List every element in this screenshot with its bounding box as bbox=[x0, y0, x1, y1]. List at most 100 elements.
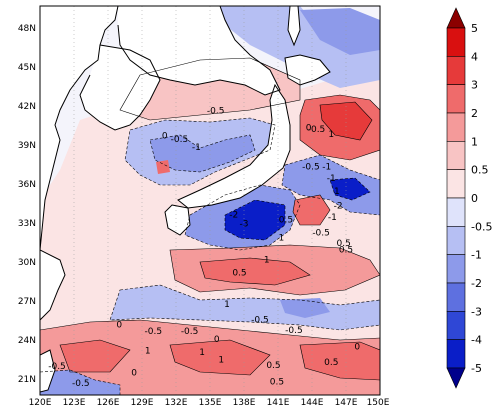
contour-label: 0.5 bbox=[339, 245, 353, 255]
lon-tick: 120E bbox=[29, 398, 52, 408]
region-positive-south-core bbox=[60, 340, 130, 372]
contour-label: 1 bbox=[279, 234, 285, 244]
colorbar-tick-label: -2 bbox=[471, 277, 482, 290]
region-positive-south-core-2 bbox=[170, 340, 270, 375]
colorbar-segment bbox=[446, 169, 466, 199]
contour-label: 0.5 bbox=[279, 216, 293, 226]
land-russia bbox=[118, 6, 280, 95]
region-positive-south-spot bbox=[293, 195, 330, 225]
lat-tick: 45N bbox=[18, 63, 36, 73]
contour-label: 0 bbox=[354, 343, 360, 353]
land-taiwan bbox=[40, 350, 55, 392]
lat-tick: 21N bbox=[18, 375, 36, 385]
colorbar-segment bbox=[446, 141, 466, 170]
contour-label: 0 bbox=[214, 335, 220, 345]
colorbar-segment bbox=[446, 197, 466, 227]
colorbar-tick-label: 0 bbox=[471, 192, 478, 205]
colorbar-tick-label: 0.5 bbox=[471, 164, 489, 177]
contour-label: 1 bbox=[218, 356, 224, 366]
lat-tick: 30N bbox=[18, 258, 36, 268]
lat-tick: 33N bbox=[18, 219, 36, 229]
contour-label: -0.5 bbox=[312, 229, 330, 239]
contour-label: -0.5 bbox=[302, 162, 320, 172]
land-sakhalin bbox=[288, 6, 300, 45]
land-china bbox=[40, 6, 118, 250]
land-japan-kyushu bbox=[165, 205, 190, 235]
region-negative-east bbox=[282, 155, 380, 215]
contour-label: -1 bbox=[322, 162, 331, 172]
region-negative-ne-2 bbox=[300, 8, 380, 55]
colorbar-tick-label: -5 bbox=[471, 362, 482, 375]
contour-label: 0.5 bbox=[270, 378, 284, 388]
contour-labels: -0.5-0.50-1-0.501-0.5 -1-1-21-1-2-3 0.51-0… bbox=[48, 107, 360, 389]
region-positive-central-core bbox=[200, 258, 310, 285]
colorbar-tick-label: -4 bbox=[471, 334, 482, 347]
lon-tick: 141E bbox=[267, 398, 290, 408]
contour-label: 0 bbox=[131, 369, 137, 379]
region-negative-26n-core bbox=[280, 298, 330, 318]
contour-label: -0.5 bbox=[308, 125, 326, 135]
colorbar-segment bbox=[446, 84, 466, 114]
colorbar-segment bbox=[446, 311, 466, 340]
colorbar-tick-label: -1 bbox=[471, 249, 482, 262]
contour-label: 0 bbox=[116, 321, 122, 331]
colorbar-tick-label: 4 bbox=[471, 50, 478, 63]
contour-label: -0.5 bbox=[171, 135, 189, 145]
region-negative-26n bbox=[110, 285, 380, 330]
colorbar: 5 4 3 2 1 0.5 0 -0.5 -1 -2 -3 -4 -5 bbox=[446, 7, 492, 389]
colorbar-tick-label: -0.5 bbox=[471, 220, 492, 233]
lon-tick: 126E bbox=[97, 398, 120, 408]
contour-label: -1 bbox=[328, 213, 337, 223]
region-positive-south-core-3 bbox=[300, 342, 380, 380]
contour-label: 1 bbox=[224, 300, 230, 310]
lon-tick: 135E bbox=[199, 398, 222, 408]
lon-tick: 144E bbox=[301, 398, 324, 408]
latitude-axis: 48N 45N 42N 39N 36N 33N 30N 27N 24N 21N bbox=[18, 24, 36, 385]
colorbar-tick-label: 2 bbox=[471, 107, 478, 120]
contour-label: 1 bbox=[334, 187, 340, 197]
land-china-south bbox=[40, 250, 65, 320]
land-japan-honshu bbox=[178, 85, 290, 208]
colorbar-segment bbox=[446, 339, 466, 369]
contour-label: -0.5 bbox=[48, 362, 66, 372]
contour-label: 0 bbox=[162, 131, 168, 141]
colorbar-max-triangle bbox=[446, 7, 466, 29]
anomaly-field bbox=[40, 6, 380, 395]
colorbar-tick-label: 1 bbox=[471, 135, 478, 148]
contour-label: 1 bbox=[264, 256, 270, 266]
contour-label: -2 bbox=[229, 210, 238, 220]
lon-tick: 129E bbox=[131, 398, 154, 408]
lon-tick: 123E bbox=[63, 398, 86, 408]
colorbar-segment bbox=[446, 27, 466, 57]
contour-label: -1 bbox=[192, 143, 201, 153]
map-frame bbox=[39, 5, 381, 396]
contour-label: 0.5 bbox=[337, 239, 351, 249]
contour-label: 0 bbox=[306, 124, 312, 134]
contour-label: -0.5 bbox=[285, 326, 303, 336]
contour-label: 0.5 bbox=[266, 361, 280, 371]
lon-tick: 150E bbox=[367, 398, 390, 408]
colorbar-segment bbox=[446, 282, 466, 312]
lat-tick: 42N bbox=[18, 102, 36, 112]
lat-tick: 24N bbox=[18, 336, 36, 346]
colorbar-tick-label: 3 bbox=[471, 79, 478, 92]
lon-tick: 132E bbox=[165, 398, 188, 408]
lat-tick: 39N bbox=[18, 141, 36, 151]
colorbar-segment bbox=[446, 254, 466, 284]
lon-tick: 147E bbox=[335, 398, 358, 408]
colorbar-tick-label: 5 bbox=[471, 22, 478, 35]
contour-label: -0.5 bbox=[207, 107, 225, 117]
contour-label: -0.5 bbox=[251, 315, 269, 325]
contour-label: 0.5 bbox=[324, 358, 338, 368]
contour-label: 1 bbox=[145, 347, 151, 357]
lat-tick: 27N bbox=[18, 297, 36, 307]
contour-label: 0.5 bbox=[232, 269, 246, 279]
region-positive-soj-spot bbox=[156, 160, 170, 174]
lon-tick: 138E bbox=[233, 398, 256, 408]
lat-tick: 36N bbox=[18, 180, 36, 190]
region-negative-ne bbox=[220, 6, 380, 88]
region-negative-south-core bbox=[225, 200, 285, 240]
region-negative-sw bbox=[40, 370, 120, 395]
contour-label: -0.5 bbox=[145, 327, 163, 337]
